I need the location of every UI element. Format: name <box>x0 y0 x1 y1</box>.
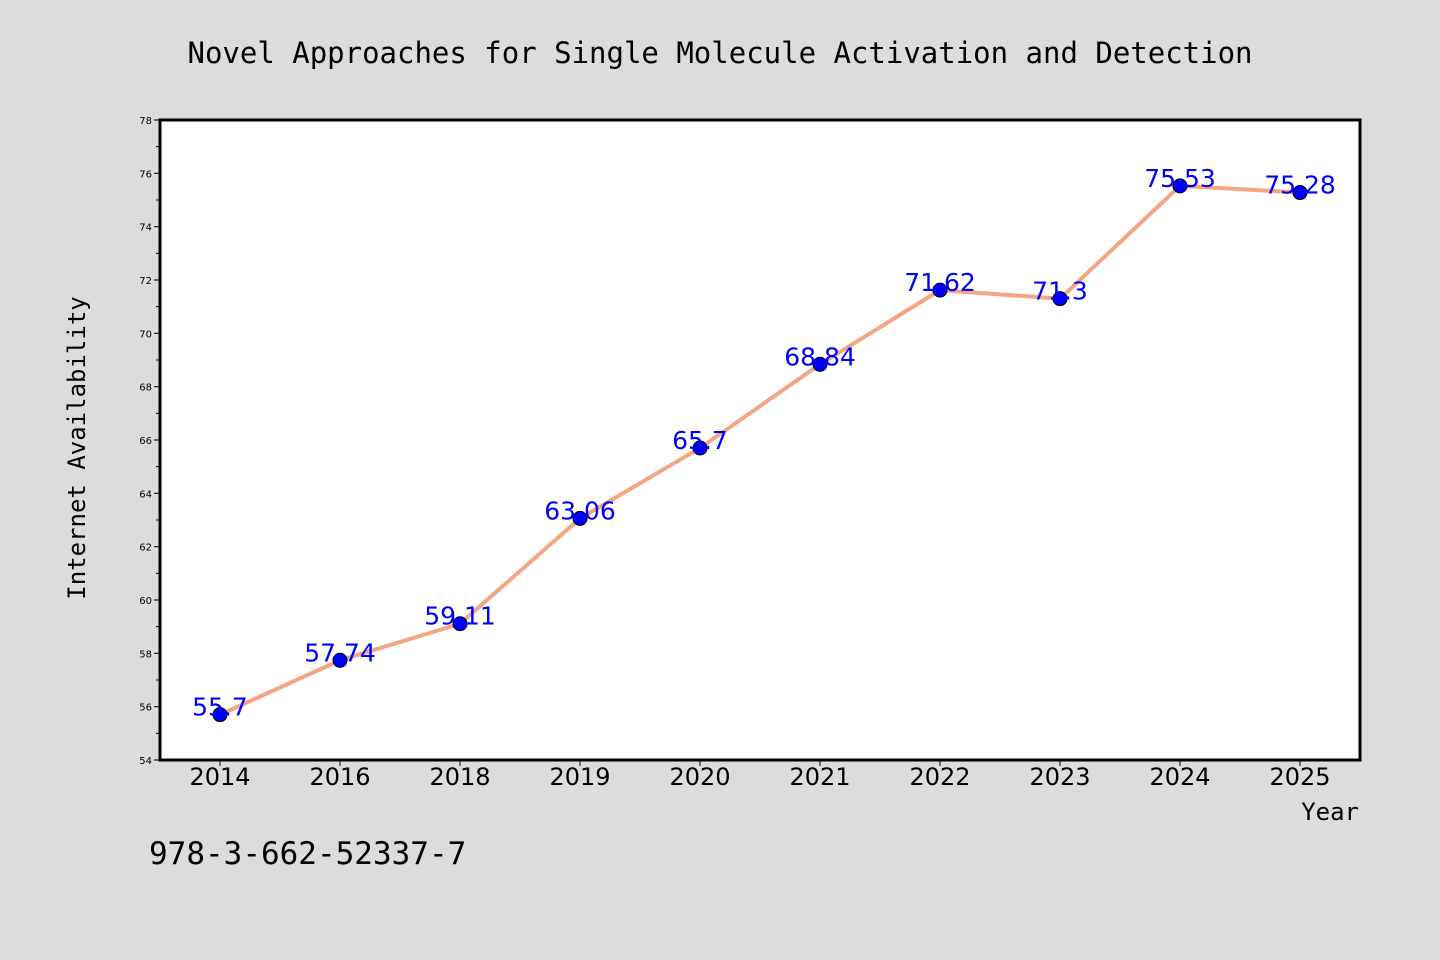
data-label: 71.62 <box>904 268 976 297</box>
data-point <box>1052 291 1068 307</box>
x-tick-label: 2014 <box>189 763 250 791</box>
y-tick-label: 74 <box>139 223 152 234</box>
y-tick-label: 68 <box>139 383 152 394</box>
x-tick-label: 2018 <box>429 763 490 791</box>
data-label: 68.84 <box>784 342 856 371</box>
y-axis-label: Internet Availability <box>63 296 91 599</box>
x-tick-label: 2024 <box>1149 763 1210 791</box>
y-tick-label: 56 <box>139 703 152 714</box>
data-point <box>812 356 828 372</box>
data-label: 57.74 <box>304 638 376 667</box>
data-series: 55.7 57.74 59.11 63.06 65.7 68.84 71.62 71.3 75.… <box>192 164 1336 723</box>
y-tick-label: 72 <box>139 276 152 287</box>
x-tick-label: 2020 <box>669 763 730 791</box>
x-tick-label: 2022 <box>909 763 970 791</box>
y-tick-label: 64 <box>139 489 152 500</box>
y-tick-label: 66 <box>139 436 152 447</box>
data-point <box>692 440 708 456</box>
x-axis-label: Year <box>1301 798 1359 826</box>
y-axis-ticks: 54 56 58 60 62 64 66 68 70 72 74 76 78 <box>139 116 160 767</box>
x-axis-ticks: 2014 2016 2018 2019 2020 2021 2022 2023 2024 2025 <box>189 760 1331 791</box>
y-tick-label: 54 <box>139 756 152 767</box>
y-tick-label: 78 <box>139 116 152 127</box>
x-tick-label: 2016 <box>309 763 370 791</box>
data-point <box>1292 185 1308 201</box>
data-point <box>212 707 228 723</box>
data-point <box>332 652 348 668</box>
y-tick-label: 58 <box>139 649 152 660</box>
x-tick-label: 2023 <box>1029 763 1090 791</box>
data-label: 75.53 <box>1144 164 1216 193</box>
data-point <box>932 282 948 298</box>
data-label: 55.7 <box>192 693 248 722</box>
y-tick-label: 70 <box>139 329 152 340</box>
data-label: 63.06 <box>544 496 616 525</box>
isbn-annotation: 978-3-662-52337-7 <box>149 836 466 872</box>
data-label: 75.28 <box>1264 171 1336 200</box>
x-tick-label: 2021 <box>789 763 850 791</box>
y-tick-label: 62 <box>139 543 152 554</box>
data-label: 65.7 <box>672 426 728 455</box>
data-point <box>1172 178 1188 194</box>
series-line <box>218 183 1302 717</box>
y-tick-label: 60 <box>139 596 152 607</box>
data-point <box>572 510 588 526</box>
chart-title: Novel Approaches for Single Molecule Act… <box>187 36 1252 70</box>
y-tick-label: 76 <box>139 169 152 180</box>
data-point <box>452 616 468 632</box>
plot-frame <box>158 118 1362 762</box>
x-tick-label: 2025 <box>1269 763 1330 791</box>
data-label: 59.11 <box>424 602 496 631</box>
data-label: 71.3 <box>1032 277 1088 306</box>
x-tick-label: 2019 <box>549 763 610 791</box>
